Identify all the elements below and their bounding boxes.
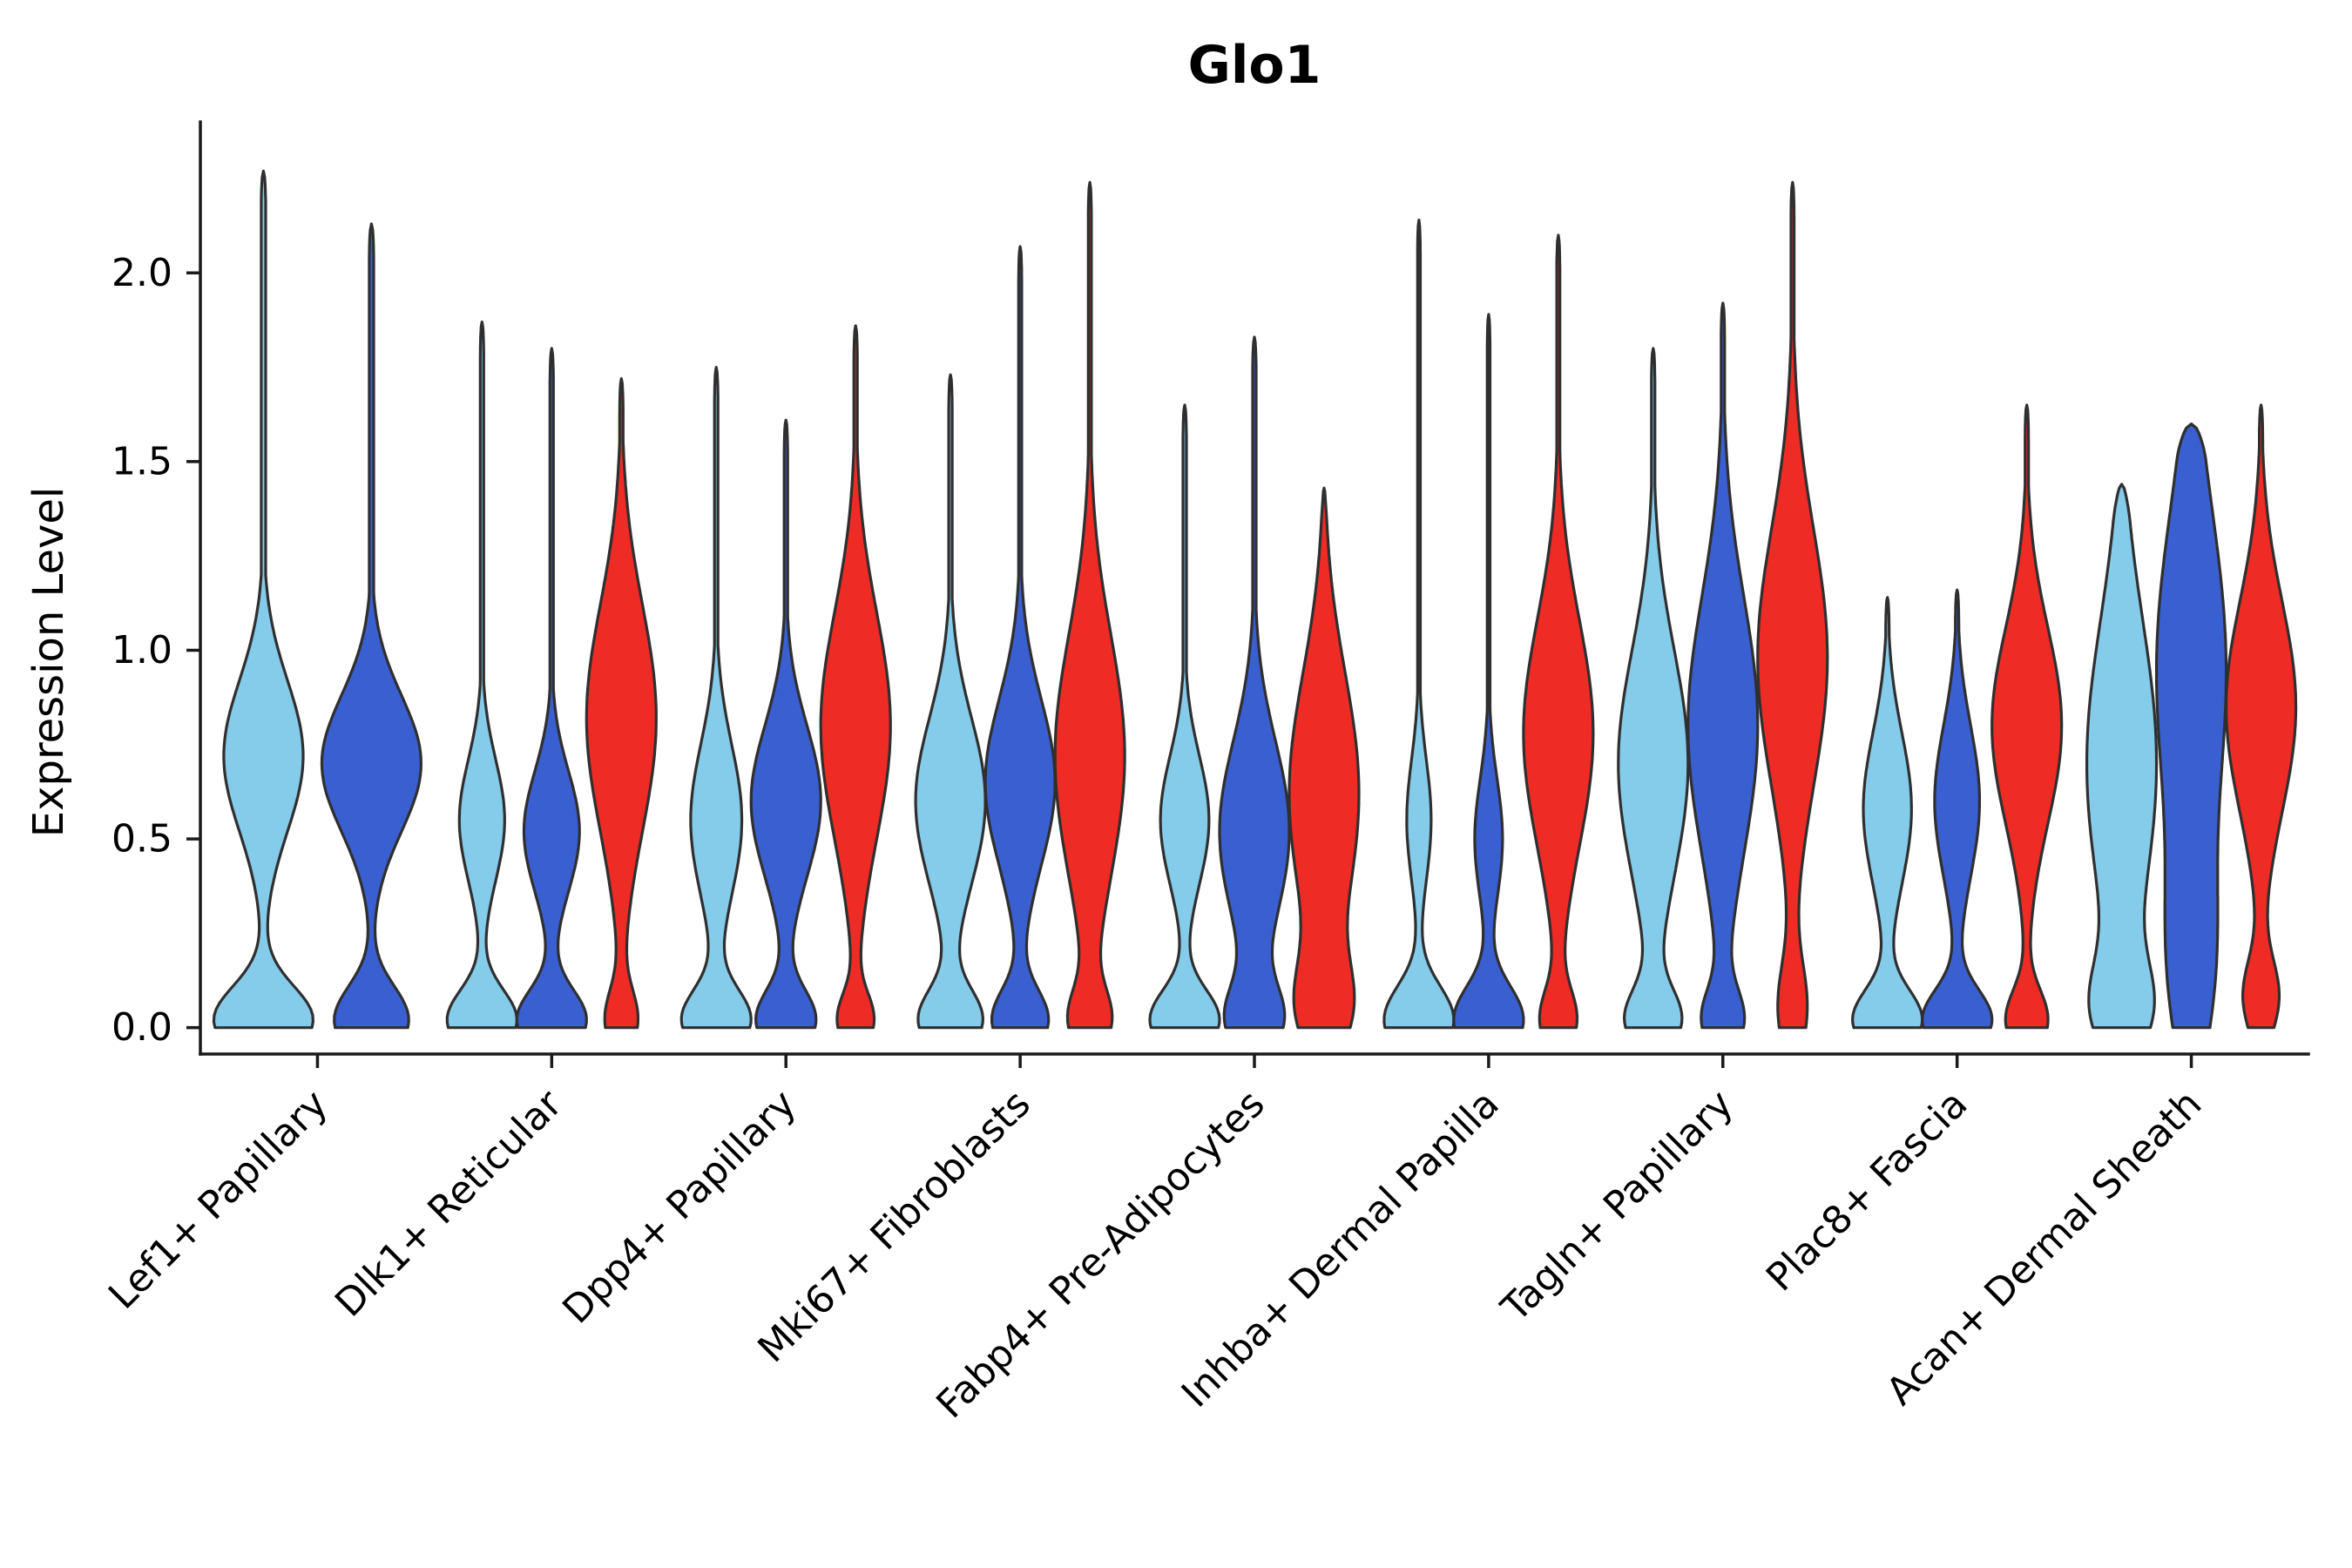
- violin: [1921, 588, 1994, 1030]
- x-tick-label: Lef1+ Papillary: [100, 1082, 336, 1318]
- violin: [679, 366, 753, 1030]
- violin: [1382, 219, 1456, 1030]
- violin: [1617, 347, 1690, 1030]
- violin: [1851, 596, 1924, 1030]
- violin: [585, 377, 658, 1030]
- violin: [1522, 233, 1595, 1030]
- x-tick-label: Dlk1+ Reticular: [327, 1081, 571, 1326]
- violin: [515, 347, 588, 1030]
- violin: [320, 222, 422, 1030]
- violin-layer: [212, 169, 2298, 1030]
- x-tick-label: Dpp4+ Papillary: [554, 1082, 805, 1333]
- violin: [819, 324, 892, 1030]
- violin: [1288, 486, 1361, 1030]
- violin: [914, 373, 987, 1030]
- y-tick-label: 1.0: [112, 628, 172, 672]
- y-tick-label: 1.5: [112, 439, 172, 483]
- violin: [1756, 180, 1829, 1030]
- chart-title: Glo1: [1188, 35, 1321, 96]
- violin: [2085, 483, 2159, 1030]
- violin: [1148, 403, 1221, 1030]
- y-tick-label: 0.5: [112, 817, 172, 862]
- violin: [2155, 422, 2228, 1030]
- violin: [212, 169, 314, 1030]
- axes-layer: [186, 120, 2310, 1068]
- x-tick-label: Plac8+ Fascia: [1758, 1082, 1977, 1301]
- violin: [749, 418, 822, 1030]
- violin: [1452, 313, 1525, 1030]
- violin: [983, 245, 1057, 1030]
- violin: [445, 321, 518, 1030]
- violin: [1990, 403, 2064, 1030]
- violin: [1686, 301, 1760, 1030]
- violin: [1053, 180, 1126, 1030]
- y-axis-label: Expression Level: [24, 487, 73, 838]
- violin: [1218, 335, 1291, 1030]
- y-tick-label: 2.0: [112, 251, 172, 295]
- x-tick-label: Tagln+ Papillary: [1492, 1082, 1741, 1331]
- y-tick-label: 0.0: [112, 1005, 172, 1050]
- violin: [2225, 403, 2298, 1030]
